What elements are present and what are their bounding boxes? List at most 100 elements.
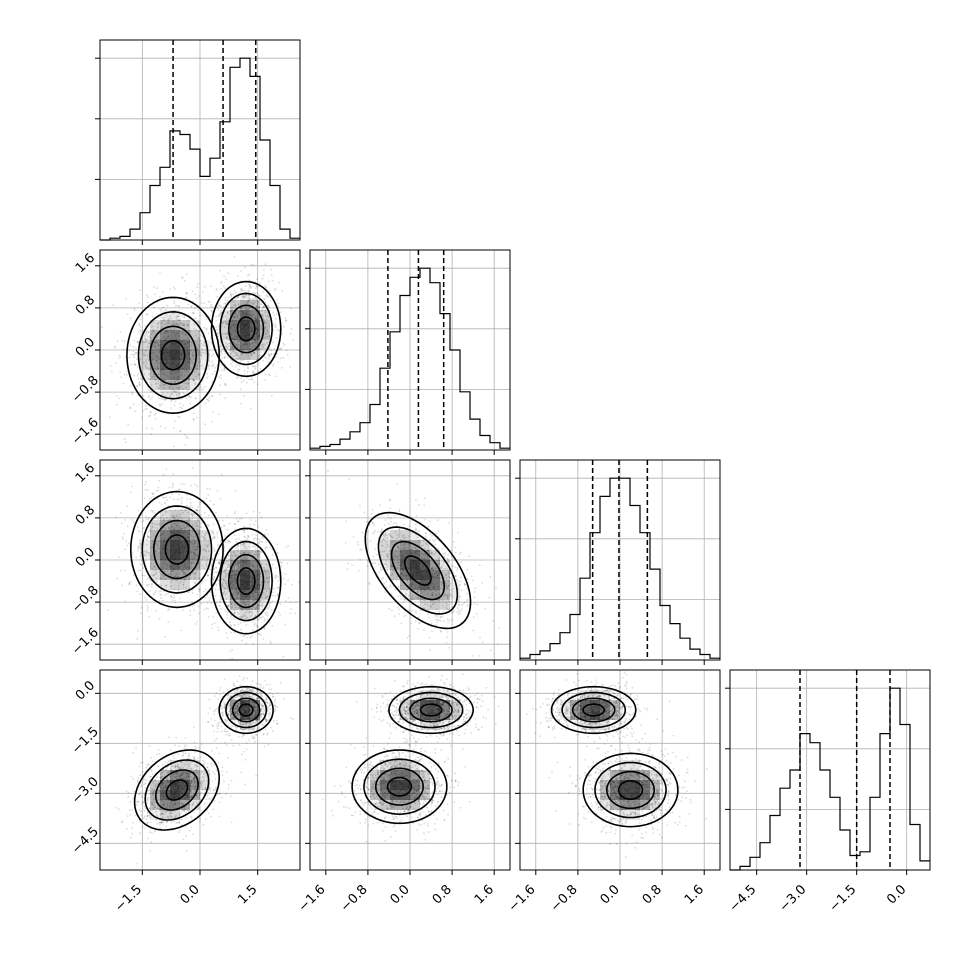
density-cell	[260, 600, 270, 610]
scatter-point	[394, 555, 397, 558]
scatter-point	[175, 515, 178, 518]
scatter-point	[133, 374, 136, 377]
scatter-point	[262, 615, 264, 618]
scatter-point	[223, 579, 226, 582]
scatter-point	[212, 523, 215, 525]
scatter-point	[233, 566, 236, 569]
scatter-point	[256, 607, 259, 610]
scatter-point	[204, 588, 207, 591]
scatter-point	[260, 616, 263, 619]
scatter-point	[152, 330, 155, 332]
scatter-point	[215, 566, 218, 569]
scatter-point	[227, 605, 229, 607]
scatter-point	[240, 307, 243, 309]
scatter-point	[290, 307, 292, 310]
scatter-point	[173, 576, 176, 578]
scatter-point	[226, 312, 229, 314]
scatter-point	[225, 573, 228, 575]
scatter-point	[250, 607, 253, 610]
scatter-point	[266, 329, 269, 332]
scatter-point	[345, 520, 347, 523]
scatter-point	[185, 369, 188, 372]
scatter-point	[284, 623, 286, 626]
scatter-point	[173, 427, 176, 430]
scatter-point	[253, 553, 256, 555]
scatter-point	[210, 303, 213, 306]
scatter-point	[192, 572, 194, 575]
scatter-point	[223, 549, 226, 552]
scatter-point	[254, 622, 257, 625]
density-cell	[170, 510, 180, 520]
scatter-point	[189, 396, 192, 399]
scatter-point	[240, 615, 243, 618]
scatter-point	[236, 314, 239, 317]
scatter-point	[240, 557, 243, 559]
scatter-point	[225, 321, 228, 324]
scatter-point	[156, 543, 159, 546]
scatter-point	[450, 549, 453, 552]
scatter-point	[199, 562, 201, 564]
scatter-point	[269, 640, 272, 643]
scatter-point	[160, 594, 163, 596]
scatter-point	[145, 518, 148, 520]
scatter-point	[211, 354, 213, 357]
scatter-point	[427, 609, 430, 612]
density-cell	[160, 380, 170, 390]
scatter-point	[187, 303, 190, 306]
scatter-point	[178, 319, 181, 321]
scatter-point	[125, 374, 128, 376]
scatter-point	[172, 473, 175, 476]
scatter-point	[240, 352, 243, 355]
scatter-point	[189, 357, 192, 360]
scatter-point	[148, 378, 151, 381]
scatter-point	[140, 552, 142, 554]
scatter-point	[218, 413, 220, 416]
scatter-point	[259, 367, 262, 370]
scatter-point	[368, 524, 371, 527]
scatter-point	[390, 520, 392, 523]
scatter-point	[258, 633, 261, 635]
scatter-point	[275, 356, 278, 358]
scatter-point	[176, 324, 179, 326]
scatter-point	[387, 555, 390, 558]
scatter-point	[189, 505, 192, 507]
scatter-point	[427, 550, 429, 552]
scatter-point	[267, 304, 270, 307]
scatter-point	[220, 282, 223, 285]
scatter-point	[248, 352, 251, 355]
scatter-point	[155, 515, 158, 518]
scatter-point	[386, 554, 389, 557]
scatter-point	[198, 503, 201, 506]
scatter-point	[207, 550, 210, 553]
scatter-point	[206, 523, 209, 526]
scatter-point	[277, 305, 280, 308]
scatter-point	[123, 340, 126, 343]
scatter-point	[255, 534, 257, 537]
scatter-point	[286, 353, 289, 356]
scatter-point	[295, 601, 297, 603]
scatter-point	[165, 308, 167, 311]
scatter-point	[450, 595, 453, 598]
scatter-point	[174, 579, 177, 581]
scatter-point	[177, 585, 180, 587]
scatter-point	[187, 591, 190, 594]
scatter-point	[185, 573, 188, 575]
scatter-point	[179, 392, 182, 395]
scatter-point	[388, 561, 390, 564]
scatter-point	[224, 541, 227, 544]
scatter-point	[438, 619, 440, 622]
scatter-point	[146, 339, 149, 341]
scatter-point	[232, 350, 235, 353]
scatter-point	[182, 391, 184, 394]
scatter-point	[232, 361, 235, 363]
density-cell	[380, 560, 390, 570]
scatter-point	[225, 560, 228, 562]
scatter-point	[159, 373, 162, 376]
scatter-point	[218, 304, 220, 307]
density-cell	[190, 330, 200, 340]
scatter-point	[226, 323, 229, 326]
scatter-point	[230, 294, 233, 297]
density-cell	[220, 560, 230, 570]
scatter-point	[225, 611, 228, 613]
scatter-point	[183, 323, 185, 326]
